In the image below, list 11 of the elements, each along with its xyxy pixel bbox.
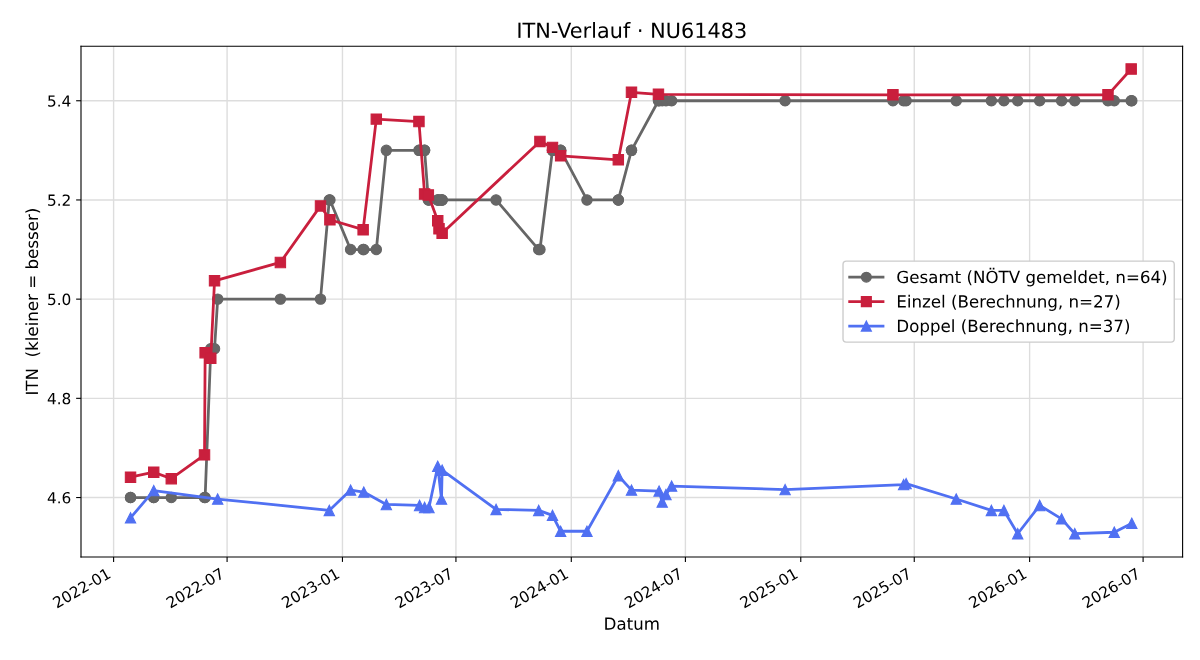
- y-tick-label: 5.4: [48, 95, 71, 107]
- y-tick-label: 5.2: [48, 194, 70, 206]
- legend-label: Einzel (Berechnung, n=27): [897, 294, 1120, 311]
- legend-label: Gesamt (NÖTV gemeldet, n=64): [897, 267, 1167, 287]
- y-tick-label: 4.6: [47, 491, 71, 504]
- chart-title: ITN-Verlauf · NU61483: [518, 22, 746, 39]
- y-tick-label: 4.8: [47, 392, 71, 405]
- x-axis-title: Datum: [605, 617, 659, 630]
- y-tick-label: 5.0: [48, 293, 71, 306]
- y-axis-title: ITN (kleiner = besser): [25, 209, 41, 394]
- legend-label: Doppel (Berechnung, n=37): [897, 319, 1130, 336]
